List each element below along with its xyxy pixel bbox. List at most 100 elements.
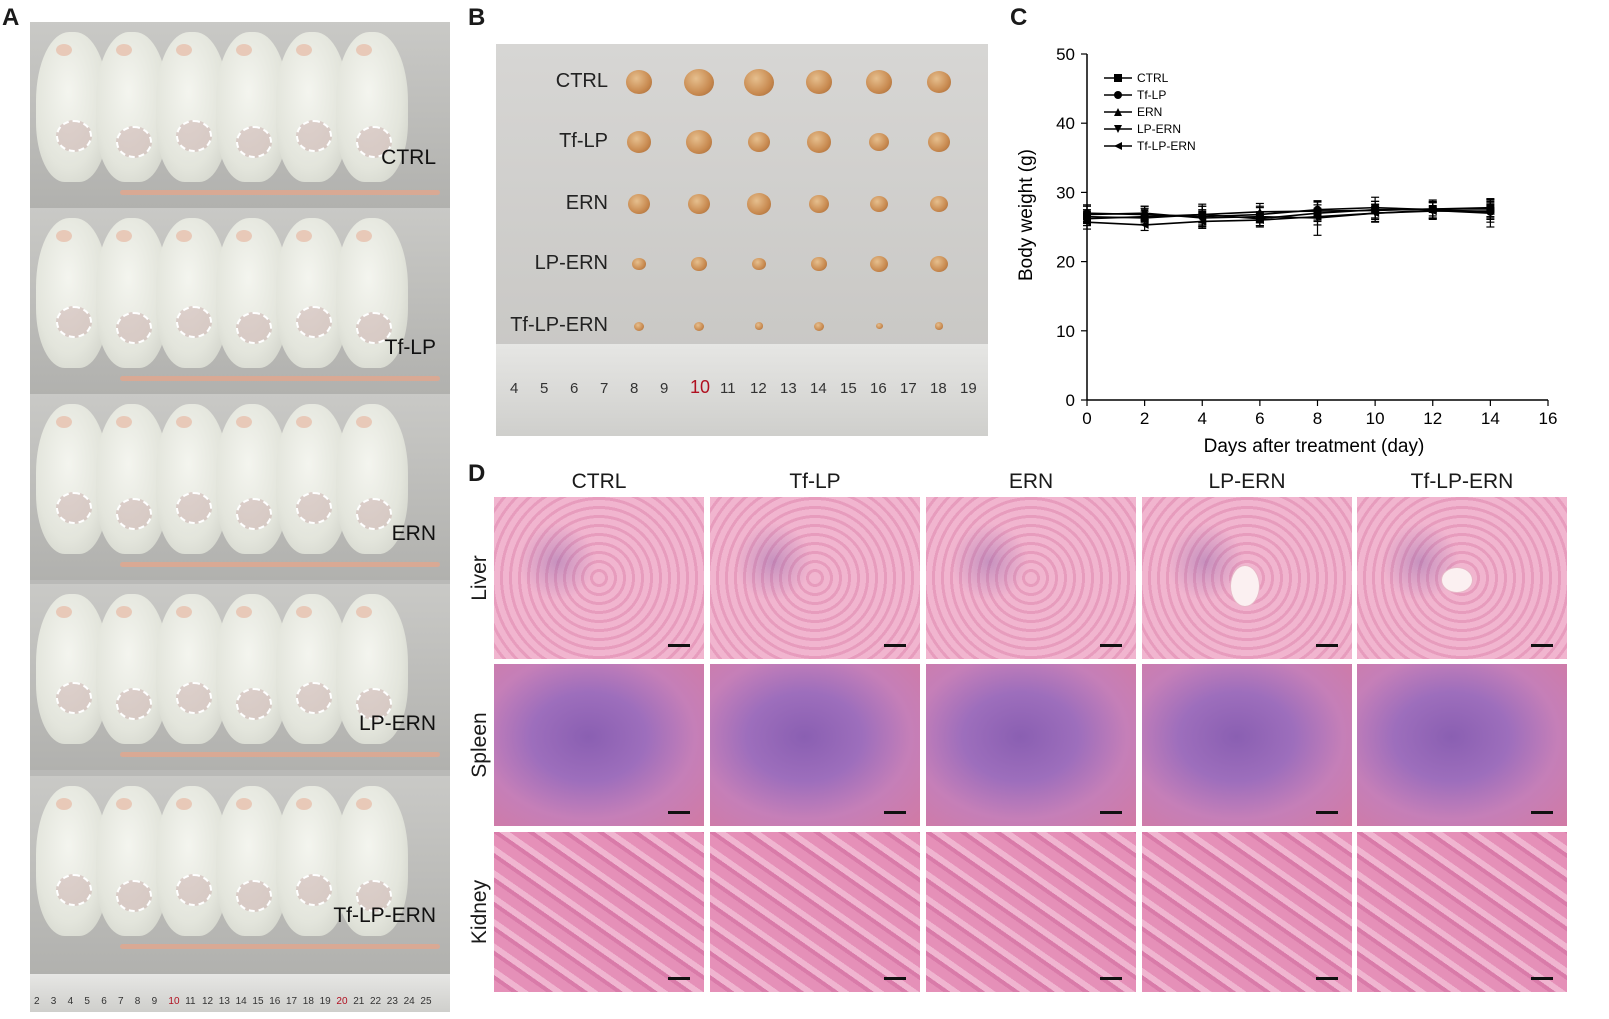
tumor-circle: [236, 312, 272, 344]
data-point: [1114, 74, 1122, 82]
scale-bar: [1316, 644, 1338, 647]
scale-bar: [1316, 811, 1338, 814]
tumor-circle: [356, 126, 392, 158]
mouse-ear: [296, 230, 312, 242]
mouse-ear: [296, 606, 312, 618]
scale-bar: [1531, 811, 1553, 814]
y-tick-label: 20: [1056, 253, 1075, 272]
panel-label-c: C: [1010, 4, 1028, 31]
tumor-circle: [56, 306, 92, 338]
histology-image-liver: [710, 497, 920, 659]
tumor: [811, 256, 827, 272]
mouse-ear: [296, 798, 312, 810]
panel-label-d: D: [468, 460, 486, 487]
mouse-ear: [116, 416, 132, 428]
ruler-tick-label: 9: [660, 380, 669, 397]
data-point: [1114, 142, 1122, 150]
mouse-ear: [356, 606, 372, 618]
mouse-ear: [356, 44, 372, 56]
legend-label: Tf-LP-ERN: [1137, 139, 1196, 153]
mouse-ear: [56, 606, 72, 618]
ruler-tick-label: 9: [151, 996, 158, 1007]
histology-image-liver: [1142, 497, 1352, 659]
tumor-circle: [356, 312, 392, 344]
ruler-tick-label: 8: [630, 380, 639, 397]
legend-label: ERN: [1137, 105, 1162, 119]
mouse: [336, 404, 408, 554]
ruler-tick-label: 18: [302, 996, 314, 1007]
ruler-tick-label: 6: [101, 996, 107, 1007]
tumor-circle: [296, 682, 332, 714]
ruler-tick-label: 19: [960, 380, 977, 397]
data-point: [1114, 91, 1122, 99]
ruler-tick-label: 3: [50, 996, 57, 1007]
tumor: [694, 321, 704, 331]
legend-label: CTRL: [1137, 71, 1169, 85]
tumor: [626, 70, 652, 94]
tumor: [632, 257, 646, 271]
ruler-tick-label: 25: [420, 996, 432, 1007]
tumor-circle: [116, 312, 152, 344]
ruler-tick-label: 4: [67, 996, 74, 1007]
ruler-tick-label: 23: [386, 996, 398, 1007]
ruler-b: 4 5 6 7 8 9 10 11 12 13 14 15 16 17 18 19: [496, 344, 988, 436]
ruler-tick-label: 14: [235, 996, 247, 1007]
ruler-tick-label: 5: [540, 380, 549, 397]
tumor: [747, 193, 771, 215]
mouse-ear: [176, 416, 192, 428]
group-label: ERN: [391, 522, 436, 545]
histology-column-label: LP-ERN: [1208, 470, 1286, 493]
group-label: ERN: [565, 192, 608, 214]
scale-bar: [884, 644, 906, 647]
tumor-circle: [236, 688, 272, 720]
mouse: [276, 218, 348, 368]
mouse-tails: [120, 190, 440, 195]
tumor: [928, 132, 950, 152]
ruler-tick-label: 21: [353, 996, 365, 1007]
mouse-ear: [116, 798, 132, 810]
data-point: [1083, 210, 1091, 219]
tumor: [628, 194, 650, 214]
ruler-tick-label: 2: [34, 996, 40, 1007]
data-point: [1428, 207, 1437, 216]
x-tick-label: 16: [1539, 409, 1558, 428]
mouse: [336, 32, 408, 182]
x-tick-label: 2: [1140, 409, 1149, 428]
tumor-circle: [176, 492, 212, 524]
tumor: [870, 255, 888, 273]
body-weight-chart: 0 10 20 30 40 50 0 2 4 6 8 10 12 14 16 CTRL Tf-LP ERN LP-…: [1000, 30, 1600, 470]
histology-column-label: Tf-LP-ERN: [1410, 470, 1514, 493]
mouse-ear: [296, 416, 312, 428]
group-label: Tf-LP: [559, 130, 608, 152]
ruler-tick-label: 17: [286, 996, 298, 1007]
mouse-ear: [236, 416, 252, 428]
tumor-circle: [56, 874, 92, 906]
ruler-tick-label: 10: [690, 377, 711, 397]
y-tick-label: 0: [1066, 391, 1075, 410]
histology-image-liver: [1357, 497, 1567, 659]
mouse-ear: [176, 44, 192, 56]
scale-bar: [1100, 977, 1122, 980]
histology-image-spleen: [710, 664, 920, 826]
ruler-tick-label: 15: [840, 380, 857, 397]
tumor-photograph: CTRL Tf-LP ERN LP-ERN Tf-LP-ERN 4 5 6 7 8 9 10 11 12…: [496, 44, 988, 436]
tumor-circle: [236, 498, 272, 530]
data-point: [1371, 209, 1380, 218]
tumor: [807, 131, 831, 153]
histology-image-spleen: [1357, 664, 1567, 826]
tumor: [806, 70, 832, 94]
data-point: [1486, 207, 1495, 216]
mouse: [336, 786, 408, 936]
scale-bar: [668, 644, 690, 647]
tumor: [814, 321, 824, 331]
group-label: CTRL: [381, 146, 436, 169]
tumor: [935, 322, 943, 330]
ruler-tick-label: 5: [84, 996, 90, 1007]
tumor-circle: [56, 492, 92, 524]
ruler-tick-label: 16: [870, 380, 887, 397]
mouse-row: LP-ERN: [30, 584, 450, 770]
x-tick-label: 8: [1313, 409, 1322, 428]
x-tick-label: 4: [1198, 409, 1207, 428]
histology-row-label: Spleen: [468, 712, 491, 778]
data-point: [1255, 216, 1264, 225]
